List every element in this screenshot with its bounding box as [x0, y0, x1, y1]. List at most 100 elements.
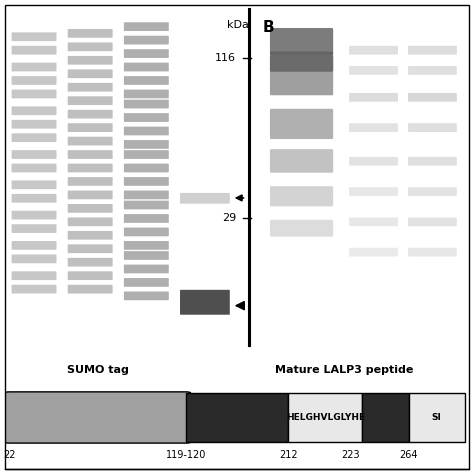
FancyBboxPatch shape — [270, 28, 333, 55]
FancyBboxPatch shape — [68, 285, 113, 293]
FancyBboxPatch shape — [124, 49, 169, 58]
FancyBboxPatch shape — [68, 177, 113, 186]
FancyBboxPatch shape — [408, 187, 457, 196]
Text: HELGHVLGLYHE: HELGHVLGLYHE — [286, 413, 365, 422]
FancyBboxPatch shape — [11, 211, 56, 219]
FancyBboxPatch shape — [124, 140, 169, 149]
FancyBboxPatch shape — [68, 137, 113, 146]
FancyBboxPatch shape — [68, 83, 113, 91]
FancyBboxPatch shape — [270, 220, 333, 237]
FancyBboxPatch shape — [11, 32, 56, 41]
FancyBboxPatch shape — [11, 285, 56, 293]
FancyBboxPatch shape — [270, 55, 333, 72]
FancyBboxPatch shape — [124, 201, 169, 210]
FancyBboxPatch shape — [408, 123, 457, 132]
FancyBboxPatch shape — [124, 278, 169, 287]
FancyBboxPatch shape — [349, 157, 398, 165]
FancyBboxPatch shape — [124, 292, 169, 300]
Bar — [186, 393, 288, 442]
FancyBboxPatch shape — [68, 29, 113, 38]
FancyBboxPatch shape — [11, 76, 56, 85]
FancyBboxPatch shape — [124, 228, 169, 237]
FancyBboxPatch shape — [408, 46, 457, 55]
Text: 212: 212 — [279, 450, 297, 460]
FancyBboxPatch shape — [270, 109, 333, 139]
Text: B: B — [262, 19, 274, 35]
FancyBboxPatch shape — [68, 43, 113, 51]
FancyBboxPatch shape — [5, 392, 191, 443]
FancyBboxPatch shape — [68, 271, 113, 280]
FancyBboxPatch shape — [124, 100, 169, 109]
FancyBboxPatch shape — [11, 255, 56, 263]
FancyBboxPatch shape — [408, 218, 457, 226]
FancyBboxPatch shape — [68, 56, 113, 64]
FancyBboxPatch shape — [270, 186, 333, 206]
FancyBboxPatch shape — [349, 123, 398, 132]
Text: 119-120: 119-120 — [166, 450, 206, 460]
FancyBboxPatch shape — [124, 214, 169, 223]
FancyBboxPatch shape — [68, 191, 113, 199]
FancyBboxPatch shape — [11, 181, 56, 189]
FancyBboxPatch shape — [180, 193, 230, 204]
FancyBboxPatch shape — [68, 218, 113, 226]
FancyBboxPatch shape — [124, 264, 169, 273]
Text: 223: 223 — [341, 450, 360, 460]
Text: 29: 29 — [222, 213, 236, 223]
FancyBboxPatch shape — [408, 248, 457, 256]
FancyBboxPatch shape — [11, 241, 56, 250]
FancyBboxPatch shape — [68, 150, 113, 159]
FancyBboxPatch shape — [124, 90, 169, 98]
FancyBboxPatch shape — [349, 66, 398, 75]
FancyBboxPatch shape — [11, 120, 56, 128]
FancyBboxPatch shape — [408, 157, 457, 165]
FancyBboxPatch shape — [270, 149, 333, 173]
FancyBboxPatch shape — [68, 245, 113, 253]
FancyBboxPatch shape — [124, 177, 169, 186]
Text: 264: 264 — [400, 450, 418, 460]
FancyBboxPatch shape — [270, 52, 333, 95]
FancyBboxPatch shape — [11, 194, 56, 203]
Bar — [288, 393, 363, 442]
FancyBboxPatch shape — [11, 164, 56, 173]
FancyBboxPatch shape — [124, 150, 169, 159]
FancyBboxPatch shape — [349, 187, 398, 196]
FancyBboxPatch shape — [68, 110, 113, 118]
FancyBboxPatch shape — [68, 258, 113, 266]
Text: Mature LALP3 peptide: Mature LALP3 peptide — [274, 365, 413, 374]
FancyBboxPatch shape — [124, 63, 169, 72]
FancyBboxPatch shape — [124, 76, 169, 85]
Bar — [363, 393, 409, 442]
FancyBboxPatch shape — [124, 164, 169, 173]
FancyBboxPatch shape — [68, 69, 113, 78]
FancyBboxPatch shape — [68, 204, 113, 213]
FancyBboxPatch shape — [68, 123, 113, 132]
FancyBboxPatch shape — [349, 248, 398, 256]
FancyBboxPatch shape — [11, 63, 56, 72]
FancyBboxPatch shape — [124, 191, 169, 199]
FancyBboxPatch shape — [124, 241, 169, 250]
Text: SUMO tag: SUMO tag — [67, 365, 128, 374]
FancyBboxPatch shape — [124, 22, 169, 31]
FancyBboxPatch shape — [11, 133, 56, 142]
FancyBboxPatch shape — [408, 66, 457, 75]
FancyBboxPatch shape — [68, 164, 113, 173]
FancyBboxPatch shape — [68, 96, 113, 105]
FancyBboxPatch shape — [124, 127, 169, 136]
FancyBboxPatch shape — [11, 106, 56, 115]
FancyBboxPatch shape — [124, 113, 169, 122]
FancyBboxPatch shape — [349, 46, 398, 55]
FancyBboxPatch shape — [349, 218, 398, 226]
Text: SI: SI — [432, 413, 442, 422]
FancyBboxPatch shape — [180, 290, 230, 315]
FancyBboxPatch shape — [349, 93, 398, 102]
FancyBboxPatch shape — [124, 251, 169, 260]
Text: 22: 22 — [3, 450, 16, 460]
FancyBboxPatch shape — [11, 46, 56, 55]
Text: 116: 116 — [215, 53, 236, 63]
Bar — [409, 393, 465, 442]
FancyBboxPatch shape — [68, 231, 113, 240]
FancyBboxPatch shape — [11, 90, 56, 98]
FancyBboxPatch shape — [124, 36, 169, 45]
FancyBboxPatch shape — [11, 224, 56, 233]
Text: kDa: kDa — [228, 19, 249, 29]
